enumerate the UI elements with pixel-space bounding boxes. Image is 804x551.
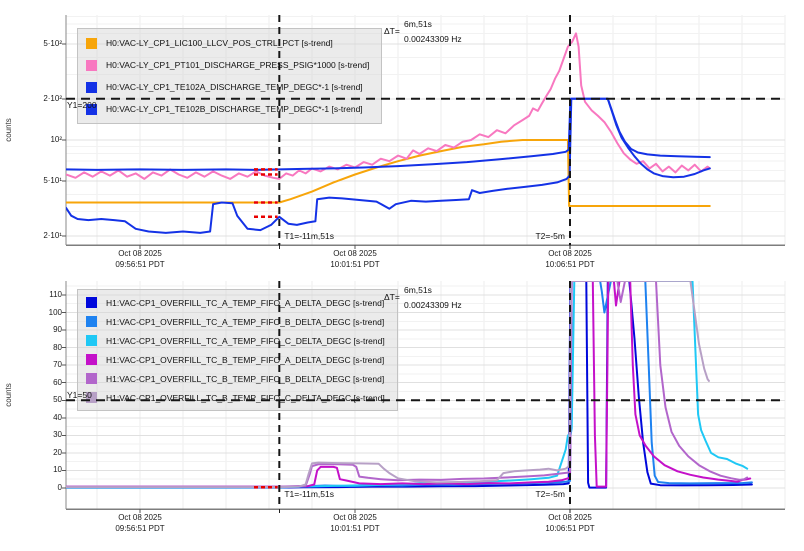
legend-item-label: H0:VAC-LY_CP1_TE102B_DISCHARGE_TEMP_DEGC…	[106, 104, 363, 114]
x-tick-time: 10:01:51 PDT	[330, 524, 380, 533]
series-line-bottom-5	[66, 281, 710, 489]
legend-swatch-icon	[86, 103, 97, 115]
cursor-label-t1: T1=-11m,51s	[284, 231, 334, 241]
legend-swatch-icon	[86, 297, 97, 308]
x-tick-label: Oct 08 2025 10:01:51 PDT	[307, 248, 403, 270]
y-tick-label: 40	[53, 413, 62, 422]
delta-t-value: 6m,51s 0.00243309 Hz	[404, 17, 462, 47]
legend-swatch-icon	[86, 335, 97, 346]
legend-item[interactable]: H1:VAC-CP1_OVERFILL_TC_B_TEMP_FIFO_B_DEL…	[86, 369, 385, 388]
x-tick-time: 10:06:51 PDT	[545, 524, 595, 533]
y-tick-label: 60	[53, 378, 62, 387]
legend-swatch-icon	[86, 316, 97, 327]
series-line-top-1	[66, 32, 711, 180]
legend-item-label: H1:VAC-CP1_OVERFILL_TC_A_TEMP_FIFO_B_DEL…	[106, 316, 385, 327]
legend-item[interactable]: H1:VAC-CP1_OVERFILL_TC_B_TEMP_FIFO_A_DEL…	[86, 350, 385, 369]
y-tick-label: 5·10¹	[43, 176, 62, 185]
x-tick-label: Oct 08 2025 10:01:51 PDT	[307, 512, 403, 534]
legend-item[interactable]: H0:VAC-LY_CP1_TE102A_DISCHARGE_TEMP_DEGC…	[86, 76, 369, 98]
series-group-top	[66, 32, 711, 234]
legend-top: H0:VAC-LY_CP1_LIC100_LLCV_POS_CTRL_PCT […	[77, 28, 383, 124]
x-tick-label: Oct 08 2025 10:06:51 PDT	[522, 248, 618, 270]
y-tick-label: 20	[53, 448, 62, 457]
x-tick-time: 10:06:51 PDT	[545, 260, 595, 269]
legend-item-label: H1:VAC-CP1_OVERFILL_TC_A_TEMP_FIFO_C_DEL…	[106, 335, 385, 346]
legend-item[interactable]: H1:VAC-CP1_OVERFILL_TC_A_TEMP_FIFO_A_DEL…	[86, 293, 385, 312]
y-tick-label: 10²	[50, 135, 62, 144]
x-tick-label: Oct 08 2025 10:06:51 PDT	[522, 512, 618, 534]
x-tick-date: Oct 08 2025	[118, 513, 162, 522]
y-tick-label: 2·10¹	[43, 231, 62, 240]
threshold-label: Y1=50	[67, 390, 92, 400]
series-line-bottom-0	[66, 281, 753, 489]
x-tick-time: 09:56:51 PDT	[115, 524, 165, 533]
legend-swatch-icon	[86, 37, 97, 49]
legend-swatch-icon	[86, 392, 97, 403]
legend-swatch-icon	[86, 81, 97, 93]
legend-swatch-icon	[86, 354, 97, 365]
y-tick-label: 50	[53, 395, 62, 404]
legend-item-label: H0:VAC-LY_CP1_LIC100_LLCV_POS_CTRL_PCT […	[106, 38, 333, 48]
series-line-top-0	[66, 139, 711, 207]
y-tick-label: 70	[53, 360, 62, 369]
legend-item[interactable]: H0:VAC-LY_CP1_PT101_DISCHARGE_PRESS_PSIG…	[86, 54, 369, 76]
x-tick-date: Oct 08 2025	[118, 249, 162, 258]
series-line-top-3	[66, 97, 711, 234]
delta-t-prefix: ΔT=	[384, 292, 400, 302]
series-group-bottom	[66, 281, 753, 489]
y-tick-label: 100	[48, 308, 62, 317]
legend-item-label: H1:VAC-CP1_OVERFILL_TC_B_TEMP_FIFO_A_DEL…	[106, 354, 385, 365]
y-tick-label: 5·10²	[43, 39, 62, 48]
x-tick-date: Oct 08 2025	[548, 513, 592, 522]
y-tick-label: 10	[53, 465, 62, 474]
x-tick-time: 09:56:51 PDT	[115, 260, 165, 269]
y-axis-title: counts	[4, 383, 13, 407]
y-tick-label: 80	[53, 343, 62, 352]
delta-t-duration: 6m,51s	[404, 19, 432, 29]
delta-t-prefix: ΔT=	[384, 26, 400, 36]
axes-bottom	[62, 281, 785, 513]
x-tick-date: Oct 08 2025	[548, 249, 592, 258]
legend-item-label: H1:VAC-CP1_OVERFILL_TC_B_TEMP_FIFO_B_DEL…	[106, 373, 385, 384]
legend-item[interactable]: H0:VAC-LY_CP1_TE102B_DISCHARGE_TEMP_DEGC…	[86, 98, 369, 120]
y-tick-label: 30	[53, 430, 62, 439]
delta-t-value: 6m,51s 0.00243309 Hz	[404, 283, 462, 313]
delta-t-frequency: 0.00243309 Hz	[404, 34, 462, 44]
delta-t-frequency: 0.00243309 Hz	[404, 300, 462, 310]
legend-bottom: H1:VAC-CP1_OVERFILL_TC_A_TEMP_FIFO_A_DEL…	[77, 289, 398, 411]
x-tick-time: 10:01:51 PDT	[330, 260, 380, 269]
legend-item-label: H0:VAC-LY_CP1_PT101_DISCHARGE_PRESS_PSIG…	[106, 60, 370, 70]
legend-item[interactable]: H1:VAC-CP1_OVERFILL_TC_B_TEMP_FIFO_C_DEL…	[86, 388, 385, 407]
x-tick-label: Oct 08 2025 09:56:51 PDT	[92, 512, 188, 534]
x-tick-date: Oct 08 2025	[333, 513, 377, 522]
x-tick-date: Oct 08 2025	[333, 249, 377, 258]
series-line-bottom-4	[66, 281, 749, 488]
x-tick-label: Oct 08 2025 09:56:51 PDT	[92, 248, 188, 270]
legend-item-label: H1:VAC-CP1_OVERFILL_TC_A_TEMP_FIFO_A_DEL…	[106, 297, 385, 308]
legend-item-label: H1:VAC-CP1_OVERFILL_TC_B_TEMP_FIFO_C_DEL…	[106, 392, 385, 403]
y-tick-label: 110	[49, 290, 62, 299]
y-tick-label: 0	[57, 483, 62, 492]
cursor-label-t2: T2=-5m	[535, 231, 565, 241]
delta-t-duration: 6m,51s	[404, 285, 432, 295]
legend-item[interactable]: H0:VAC-LY_CP1_LIC100_LLCV_POS_CTRL_PCT […	[86, 32, 369, 54]
axes-top	[62, 15, 785, 249]
legend-item[interactable]: H1:VAC-CP1_OVERFILL_TC_A_TEMP_FIFO_B_DEL…	[86, 312, 385, 331]
cursor-label-t2: T2=-5m	[535, 489, 565, 499]
legend-item-label: H0:VAC-LY_CP1_TE102A_DISCHARGE_TEMP_DEGC…	[106, 82, 363, 92]
cursor-label-t1: T1=-11m,51s	[284, 489, 334, 499]
legend-swatch-icon	[86, 373, 97, 384]
legend-item[interactable]: H1:VAC-CP1_OVERFILL_TC_A_TEMP_FIFO_C_DEL…	[86, 331, 385, 350]
y-tick-label: 2·10²	[43, 94, 62, 103]
y-axis-title: counts	[4, 118, 13, 142]
legend-swatch-icon	[86, 59, 97, 71]
threshold-label: Y1=200	[67, 100, 97, 110]
y-tick-label: 90	[53, 325, 62, 334]
series-line-bottom-3	[66, 281, 752, 488]
